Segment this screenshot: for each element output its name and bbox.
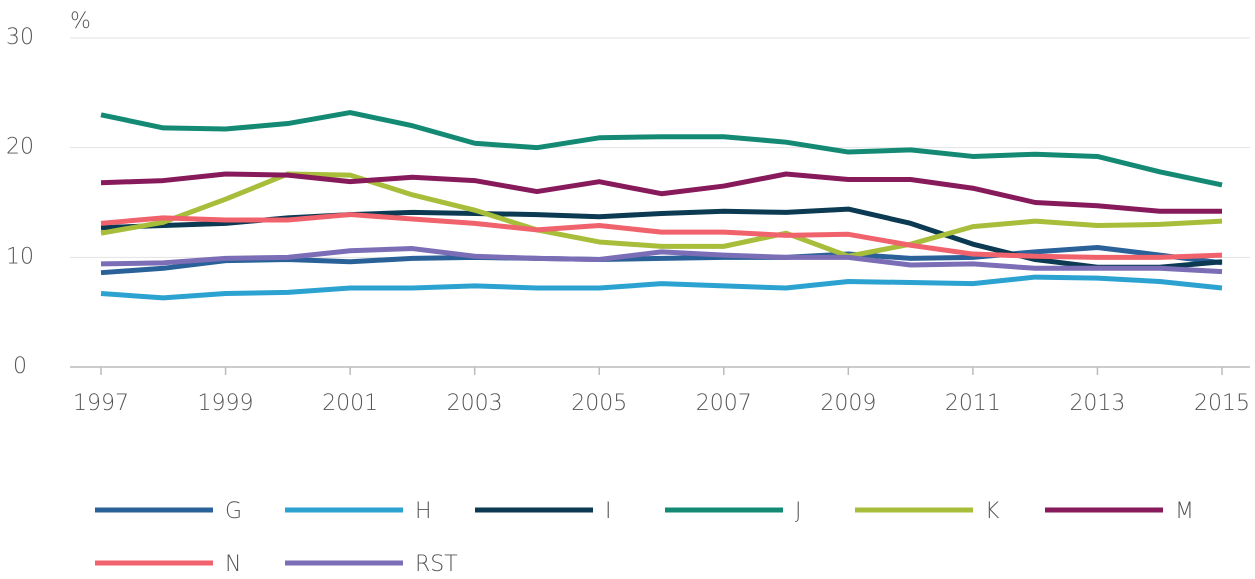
x-tick-label: 1999 xyxy=(198,391,254,416)
x-tick-label: 2015 xyxy=(1194,391,1250,416)
x-tick-label: 1997 xyxy=(73,391,129,416)
y-axis-unit: % xyxy=(70,9,91,34)
x-tick-label: 2005 xyxy=(571,391,627,416)
legend-label: H xyxy=(415,499,432,524)
x-tick-label: 2009 xyxy=(820,391,876,416)
legend-label: G xyxy=(225,499,242,524)
x-tick-label: 2011 xyxy=(945,391,1001,416)
y-tick-label: 30 xyxy=(6,25,34,50)
legend-label: J xyxy=(795,499,802,524)
x-tick-label: 2013 xyxy=(1069,391,1125,416)
x-tick-label: 2001 xyxy=(322,391,378,416)
y-tick-label: 0 xyxy=(13,354,27,379)
x-tick-label: 2007 xyxy=(696,391,752,416)
y-tick-label: 20 xyxy=(6,135,34,160)
series-line xyxy=(100,212,1223,260)
series-line xyxy=(100,110,1223,188)
legend-label: M xyxy=(1175,499,1194,524)
legend-label: RST xyxy=(415,552,458,575)
series-line xyxy=(100,246,1223,275)
legend-label: K xyxy=(985,499,1000,524)
series-line xyxy=(100,171,1222,214)
x-tick-label: 2003 xyxy=(447,391,503,416)
y-tick-label: 10 xyxy=(6,244,34,269)
legend-label: N xyxy=(225,552,241,575)
legend-label: I xyxy=(605,499,612,524)
series-line xyxy=(100,274,1223,301)
